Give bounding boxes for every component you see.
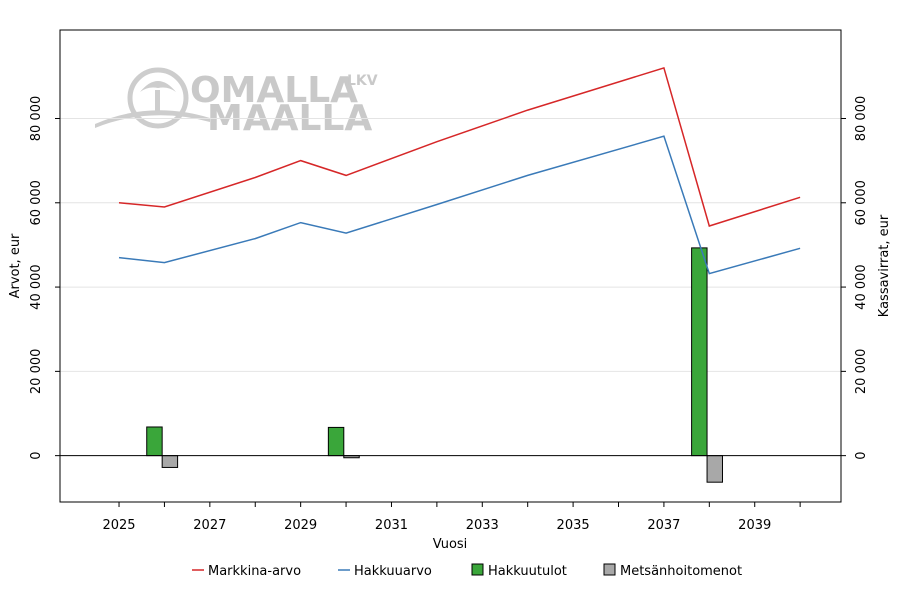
y-axis-right-ticks: 0 20 000 40 000 60 000 80 000 — [841, 96, 869, 460]
y-tick-label-right: 0 — [854, 452, 869, 460]
y-axis-left-ticks: 0 20 000 40 000 60 000 80 000 — [29, 96, 60, 460]
lines-layer — [118, 66, 801, 275]
legend-label: Hakkuuarvo — [354, 564, 432, 579]
x-tick-label: 2037 — [647, 518, 680, 533]
y-tick-label-right: 40 000 — [854, 264, 869, 310]
x-axis-title: Vuosi — [433, 537, 468, 552]
y-tick-label-left: 40 000 — [29, 264, 44, 310]
x-axis-ticks: 2025 2027 2029 2031 2033 2035 2037 2039 — [102, 502, 801, 533]
y-tick-label-right: 20 000 — [854, 349, 869, 395]
x-tick-label: 2039 — [738, 518, 771, 533]
bars-layer — [146, 247, 723, 483]
legend-label: Metsänhoitomenot — [620, 564, 742, 579]
legend-label: Markkina-arvo — [208, 564, 301, 579]
y-tick-label-left: 20 000 — [29, 349, 44, 395]
watermark-logo: OMALLA MAALLA LKV — [95, 67, 378, 139]
bar-hakkuutulot — [146, 426, 163, 457]
bar-metsänhoitomenot — [706, 455, 723, 483]
series-line-hakkuuarvo — [118, 135, 801, 275]
legend-label: Hakkuutulot — [488, 564, 567, 579]
y-tick-label-right: 60 000 — [854, 180, 869, 226]
y-tick-label-right: 80 000 — [854, 96, 869, 142]
watermark-suffix: LKV — [347, 73, 378, 89]
legend-swatch-metsänhoitomenot — [603, 563, 616, 576]
bar-hakkuutulot — [691, 247, 708, 457]
x-tick-label: 2031 — [375, 518, 408, 533]
watermark-line1: OMALLA — [190, 70, 358, 111]
y-tick-label-left: 60 000 — [29, 180, 44, 226]
x-tick-label: 2025 — [102, 518, 135, 533]
x-tick-label: 2033 — [466, 518, 499, 533]
bar-hakkuutulot — [327, 426, 345, 457]
y-tick-label-left: 80 000 — [29, 96, 44, 142]
legend: Markkina-arvo Hakkuuarvo Hakkuutulot Metsän… — [192, 563, 742, 579]
y-axis-left-title: Arvot, eur — [8, 233, 23, 298]
x-tick-label: 2029 — [284, 518, 317, 533]
gridlines — [60, 118, 841, 372]
tree-logo-icon — [95, 67, 210, 129]
legend-swatch-hakkuutulot — [471, 563, 484, 576]
series-line-markkina-arvo — [118, 66, 801, 227]
y-axis-right-title: Kassavirrat, eur — [877, 214, 892, 317]
bar-metsänhoitomenot — [161, 455, 179, 468]
y-tick-label-left: 0 — [29, 452, 44, 460]
x-tick-label: 2027 — [193, 518, 226, 533]
plot-frame — [59, 29, 842, 503]
x-tick-label: 2035 — [557, 518, 590, 533]
